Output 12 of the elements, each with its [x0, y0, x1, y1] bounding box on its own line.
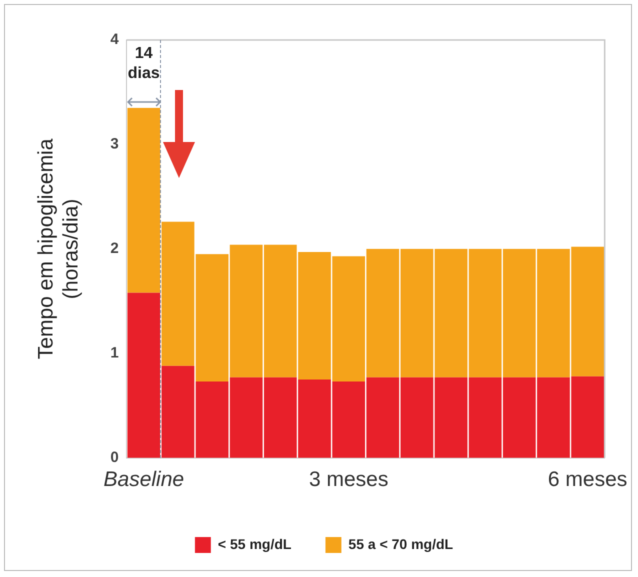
- y-tick-label: 4: [110, 31, 120, 48]
- legend-label: < 55 mg/dL: [218, 536, 292, 552]
- x-tick-label: 3 meses: [308, 468, 388, 492]
- x-tick-label: Baseline: [104, 468, 184, 492]
- y-axis-title: Tempo em hipoglicemia (horas/dia): [34, 138, 83, 360]
- y-tick-label: 0: [110, 448, 119, 466]
- x-tick-label: 6 meses: [548, 468, 628, 492]
- y-tick-label: 3: [110, 136, 119, 153]
- annotation: 14 dias: [126, 44, 161, 84]
- y-tick-label: 1: [110, 344, 119, 362]
- y-tick-label: 2: [110, 240, 119, 258]
- legend-label: 55 a < 70 mg/dL: [348, 536, 454, 552]
